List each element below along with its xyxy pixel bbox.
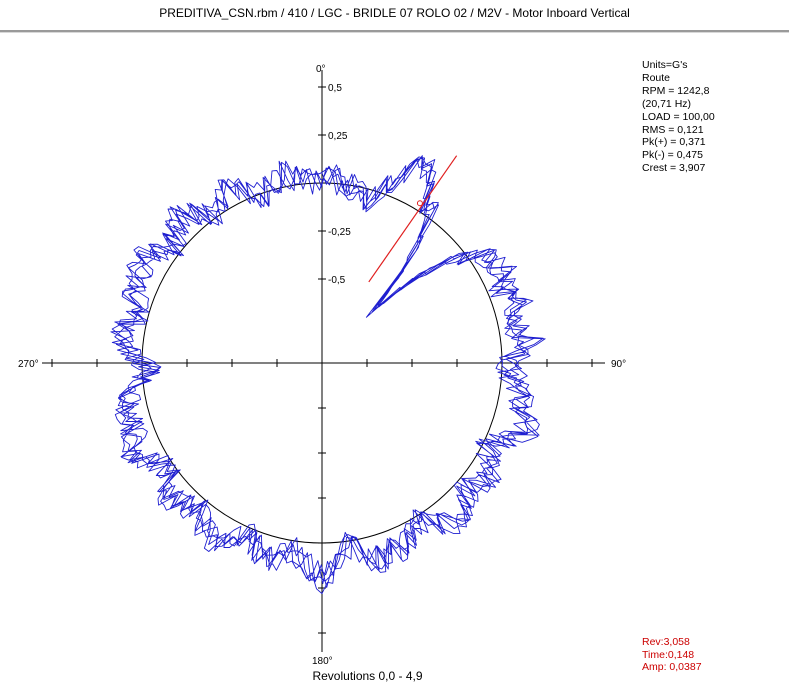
trace-line bbox=[110, 155, 546, 595]
vibration-trace bbox=[110, 155, 546, 595]
angle-label-90: 90° bbox=[611, 359, 626, 370]
polar-axes bbox=[42, 70, 605, 652]
info-panel: Units=G's Route RPM = 1242,8 (20,71 Hz) … bbox=[642, 59, 715, 175]
angle-label-0: 0° bbox=[316, 64, 326, 75]
hz-value: (20,71 Hz) bbox=[642, 97, 692, 110]
revolutions-text: Revolutions 0,0 - 4,9 bbox=[312, 669, 423, 683]
cursor-point[interactable] bbox=[416, 200, 423, 207]
route-label: Route bbox=[642, 71, 671, 84]
window-title: PREDITIVA_CSN.rbm / 410 / LGC - BRIDLE 0… bbox=[159, 6, 630, 20]
radial-tick-label: -0,5 bbox=[328, 275, 346, 286]
load-value: LOAD = 100,00 bbox=[642, 110, 715, 123]
angle-label-180: 180° bbox=[312, 656, 333, 667]
rms-value: RMS = 0,121 bbox=[642, 123, 704, 136]
pk-pos-value: Pk(+) = 0,371 bbox=[642, 136, 706, 149]
revolutions-label: Revolutions 0,0 - 4,9 bbox=[0, 669, 789, 683]
polar-plot[interactable]: 0,5 0,25 -0,25 -0,5 0° 90° 180° 270° bbox=[0, 32, 789, 672]
cursor-amp: Amp: 0,0387 bbox=[642, 661, 702, 673]
rpm-value: RPM = 1242,8 bbox=[642, 84, 710, 97]
angle-label-270: 270° bbox=[18, 359, 39, 370]
units-label: Units=G's bbox=[642, 59, 688, 71]
cursor-line[interactable] bbox=[368, 155, 458, 283]
radial-tick-label: -0,25 bbox=[328, 227, 351, 238]
crest-value: Crest = 3,907 bbox=[642, 162, 706, 175]
cursor-marker[interactable] bbox=[368, 155, 458, 283]
cursor-rev: Rev:3,058 bbox=[642, 636, 690, 648]
axis-labels: 0,5 0,25 -0,25 -0,5 0° 90° 180° 270° bbox=[18, 64, 626, 667]
radial-tick-label: 0,5 bbox=[328, 83, 342, 94]
window-title-bar: PREDITIVA_CSN.rbm / 410 / LGC - BRIDLE 0… bbox=[0, 0, 789, 32]
pk-neg-value: Pk(-) = 0,475 bbox=[642, 149, 703, 162]
radial-tick-label: 0,25 bbox=[328, 131, 348, 142]
cursor-readout: Rev:3,058 Time:0,148 Amp: 0,0387 bbox=[642, 636, 702, 674]
cursor-time: Time:0,148 bbox=[642, 648, 695, 661]
